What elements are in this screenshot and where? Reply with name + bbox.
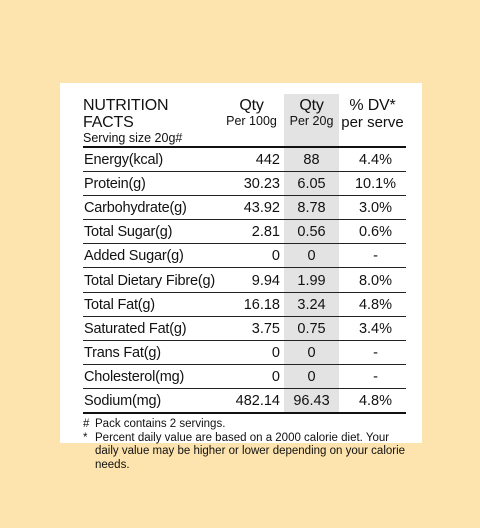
qty-per-100g: 43.92 — [219, 195, 284, 221]
qty-per-20g: 0 — [284, 364, 339, 389]
table-row: Saturated Fat(g) 3.75 0.75 3.4% — [83, 316, 406, 341]
qty-per-100g: 3.75 — [219, 316, 284, 341]
footnotes: # Pack contains 2 servings. * Percent da… — [83, 418, 406, 472]
table-row: Total Dietary Fibre(g) 9.94 1.99 8.0% — [83, 267, 406, 293]
qty-per-100g: 442 — [219, 147, 284, 173]
table-row: Sodium(mg) 482.14 96.43 4.8% — [83, 388, 406, 415]
table-row: Total Fat(g) 16.18 3.24 4.8% — [83, 292, 406, 317]
header-qty100-cell: Qty Per 100g — [219, 94, 284, 148]
qty-per-100g: 2.81 — [219, 219, 284, 245]
nutrition-facts-table: NUTRITION FACTS Serving size 20g# Qty Pe… — [83, 94, 406, 415]
nutrient-name: Total Sugar(g) — [83, 219, 219, 245]
daily-value: - — [339, 364, 406, 389]
nutrient-name: Total Dietary Fibre(g) — [83, 267, 219, 293]
qty-per-100g: 0 — [219, 243, 284, 269]
nutrient-name: Carbohydrate(g) — [83, 195, 219, 221]
table-row: Energy(kcal) 442 88 4.4% — [83, 147, 406, 173]
table-row: Total Sugar(g) 2.81 0.56 0.6% — [83, 219, 406, 245]
daily-value: 3.4% — [339, 316, 406, 341]
dv-note-mark: * — [83, 431, 88, 444]
qty-per-100g: 9.94 — [219, 267, 284, 293]
daily-value: - — [339, 243, 406, 269]
table-row: Carbohydrate(g) 43.92 8.78 3.0% — [83, 195, 406, 221]
qty-per-100g: 0 — [219, 340, 284, 365]
qty-per-20g: 6.05 — [284, 171, 339, 197]
qty-per-20g: 0 — [284, 243, 339, 269]
qty100-subheading: Per 100g — [226, 114, 277, 128]
nutrient-name: Energy(kcal) — [83, 147, 219, 173]
nutrient-name: Protein(g) — [83, 171, 219, 197]
qty-per-20g: 1.99 — [284, 267, 339, 293]
nutrition-facts-table-wrap: NUTRITION FACTS Serving size 20g# Qty Pe… — [83, 94, 406, 472]
daily-value: 4.4% — [339, 147, 406, 173]
dv-note-text: Percent daily value are based on a 2000 … — [95, 431, 406, 471]
qty-per-20g: 0.56 — [284, 219, 339, 245]
nutrient-name: Sodium(mg) — [83, 388, 219, 415]
daily-value: 4.8% — [339, 388, 406, 415]
qty-per-100g: 482.14 — [219, 388, 284, 415]
qty-per-20g: 0 — [284, 340, 339, 365]
qty100-heading: Qty — [239, 97, 264, 114]
daily-value: - — [339, 340, 406, 365]
qty20-heading: Qty — [299, 97, 324, 114]
daily-value: 0.6% — [339, 219, 406, 245]
pack-note: # Pack contains 2 servings. — [83, 418, 406, 432]
nutrition-label-panel: NUTRITION FACTS Serving size 20g# Qty Pe… — [60, 83, 422, 471]
pack-note-mark: # — [83, 418, 90, 431]
pack-note-text: Pack contains 2 servings. — [95, 418, 226, 431]
header-title-cell: NUTRITION FACTS Serving size 20g# — [83, 94, 219, 148]
qty-per-20g: 0.75 — [284, 316, 339, 341]
table-row: Added Sugar(g) 0 0 - — [83, 243, 406, 269]
daily-value: 10.1% — [339, 171, 406, 197]
qty20-subheading: Per 20g — [289, 114, 334, 128]
nutrient-name: Total Fat(g) — [83, 292, 219, 317]
qty-per-100g: 30.23 — [219, 171, 284, 197]
qty-per-20g: 88 — [284, 147, 339, 173]
serving-size: Serving size 20g# — [83, 131, 183, 145]
qty-per-20g: 8.78 — [284, 195, 339, 221]
daily-value: 3.0% — [339, 195, 406, 221]
qty-per-100g: 16.18 — [219, 292, 284, 317]
qty-per-20g: 3.24 — [284, 292, 339, 317]
nutrition-facts-title: NUTRITION FACTS — [83, 97, 169, 131]
table-header-row: NUTRITION FACTS Serving size 20g# Qty Pe… — [83, 94, 406, 148]
daily-value: 8.0% — [339, 267, 406, 293]
nutrient-name: Trans Fat(g) — [83, 340, 219, 365]
nutrient-name: Added Sugar(g) — [83, 243, 219, 269]
qty-per-100g: 0 — [219, 364, 284, 389]
daily-value: 4.8% — [339, 292, 406, 317]
header-dv-cell: % DV* per serve — [339, 94, 406, 148]
table-row: Cholesterol(mg) 0 0 - — [83, 364, 406, 389]
dv-note: * Percent daily value are based on a 200… — [83, 432, 406, 473]
header-qty20-cell: Qty Per 20g — [284, 94, 339, 148]
dv-subheading: per serve — [341, 114, 404, 131]
table-row: Trans Fat(g) 0 0 - — [83, 340, 406, 365]
nutrient-name: Cholesterol(mg) — [83, 364, 219, 389]
qty-per-20g: 96.43 — [284, 388, 339, 415]
table-row: Protein(g) 30.23 6.05 10.1% — [83, 171, 406, 197]
dv-heading: % DV* — [349, 97, 396, 114]
nutrient-name: Saturated Fat(g) — [83, 316, 219, 341]
